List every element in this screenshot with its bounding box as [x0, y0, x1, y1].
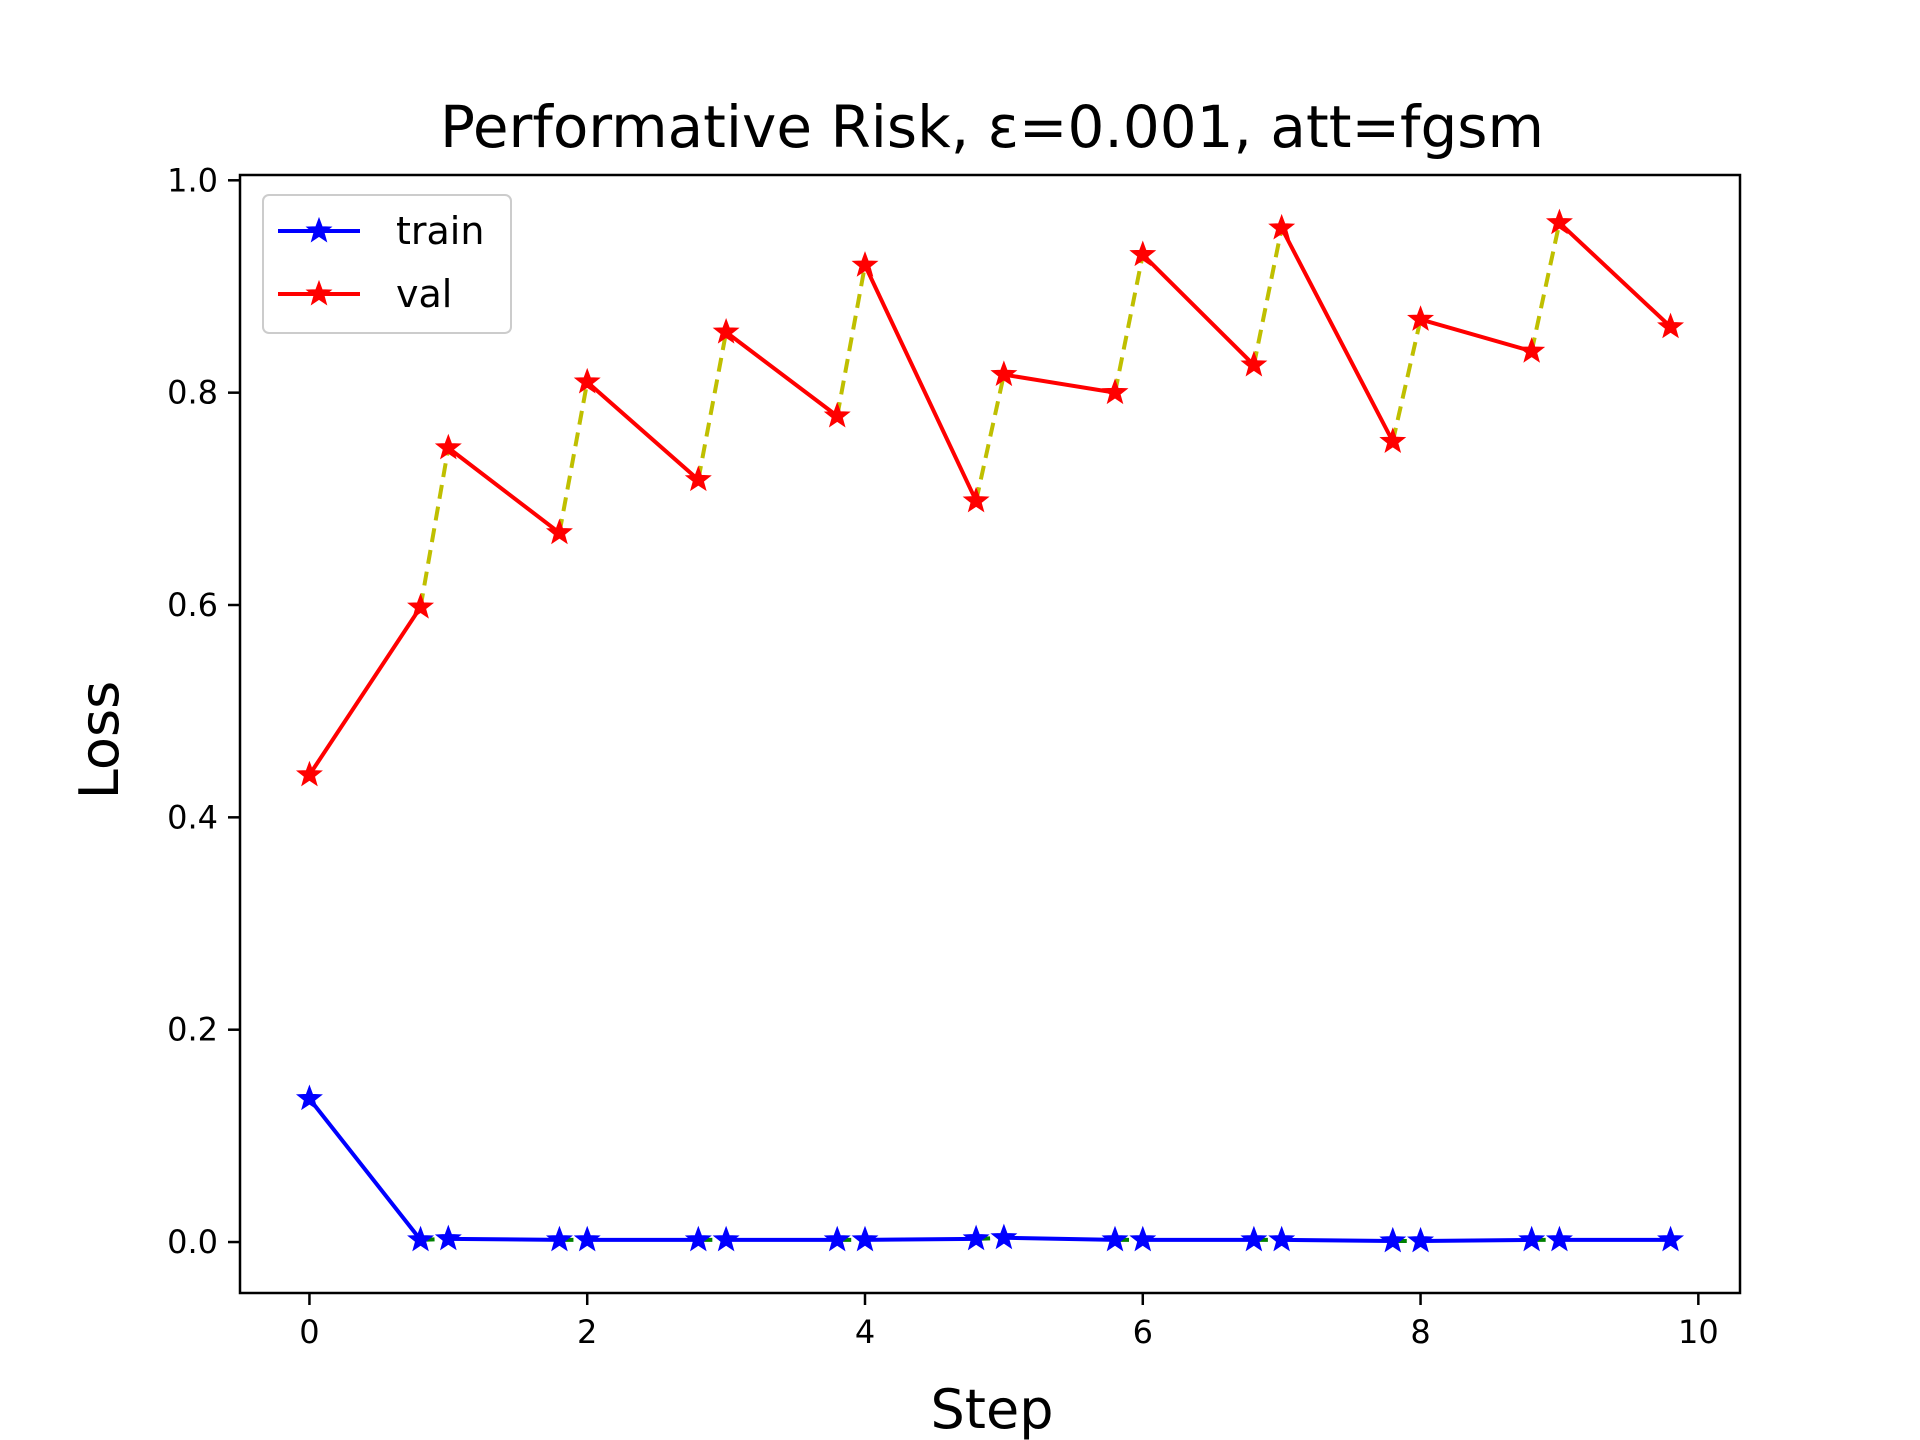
- legend-label-val: val: [396, 272, 452, 316]
- point-val-18: [1545, 208, 1573, 235]
- point-val-12: [1129, 240, 1157, 267]
- point-train-15: [1379, 1226, 1407, 1253]
- point-val-15: [1379, 427, 1407, 453]
- point-train-10: [990, 1223, 1018, 1250]
- legend-label-train: train: [396, 209, 484, 253]
- point-train-19: [1657, 1225, 1685, 1252]
- y-tick-label-2: 0.4: [167, 798, 218, 836]
- x-tick-label-5: 10: [1678, 1313, 1719, 1351]
- point-val-10: [990, 360, 1018, 387]
- point-val-19: [1657, 312, 1685, 339]
- segment-val-12: [1140, 252, 1256, 368]
- point-val-8: [851, 251, 879, 277]
- point-train-3: [545, 1225, 573, 1252]
- y-axis-label: Loss: [68, 681, 131, 799]
- point-train-16: [1407, 1226, 1435, 1253]
- segment-train-2: [446, 1236, 562, 1242]
- plot-marks: [295, 208, 1685, 1253]
- point-val-7: [823, 401, 851, 428]
- y-tick-label-3: 0.6: [167, 586, 218, 624]
- point-train-9: [962, 1224, 990, 1251]
- segment-val-6: [724, 330, 840, 419]
- point-val-2: [434, 433, 462, 460]
- point-train-17: [1518, 1225, 1546, 1252]
- y-axis: 0.0 0.2 0.4 0.6 0.8 1.0: [167, 161, 240, 1261]
- segment-val-0: [307, 605, 423, 777]
- point-val-0: [295, 760, 323, 787]
- segment-train-8: [863, 1236, 979, 1242]
- point-train-7: [823, 1225, 851, 1252]
- point-train-8: [851, 1225, 879, 1252]
- x-tick-label-0: 0: [299, 1313, 319, 1351]
- point-val-9: [962, 486, 990, 513]
- segment-train-14: [1279, 1237, 1395, 1243]
- x-tick-label-3: 6: [1133, 1313, 1153, 1351]
- point-val-13: [1240, 350, 1268, 377]
- point-val-14: [1268, 213, 1296, 240]
- transition-val-1: [418, 447, 451, 608]
- x-tick-label-4: 8: [1410, 1313, 1430, 1351]
- transition-val-11: [1113, 254, 1145, 394]
- legend: train val: [262, 194, 512, 334]
- segment-val-8: [863, 263, 979, 503]
- point-train-0: [295, 1084, 323, 1111]
- segment-train-16: [1418, 1237, 1534, 1243]
- legend-marker-val: [305, 279, 333, 306]
- point-train-13: [1240, 1225, 1268, 1252]
- segment-train-10: [1001, 1235, 1117, 1242]
- y-tick-label-1: 0.2: [167, 1011, 218, 1049]
- point-val-11: [1101, 378, 1129, 405]
- point-val-16: [1407, 305, 1435, 331]
- segment-val-10: [1001, 372, 1117, 395]
- point-val-1: [407, 592, 435, 619]
- chart-title: Performative Risk, ε=0.001, att=fgsm: [440, 93, 1544, 161]
- segment-val-4: [585, 380, 701, 482]
- segment-train-0: [307, 1096, 423, 1242]
- point-val-17: [1518, 337, 1546, 363]
- plot-frame: [238, 173, 1742, 1295]
- point-train-18: [1545, 1225, 1573, 1252]
- point-train-14: [1268, 1225, 1296, 1252]
- segment-val-14: [1279, 226, 1395, 444]
- y-tick-label-4: 0.8: [167, 374, 218, 412]
- point-val-3: [545, 518, 573, 545]
- point-train-5: [684, 1225, 712, 1252]
- segment-val-2: [446, 445, 562, 535]
- point-train-6: [712, 1225, 740, 1252]
- x-axis: 0 2 4 6 8 10: [299, 1293, 1719, 1351]
- point-train-2: [434, 1224, 462, 1251]
- segment-val-18: [1557, 220, 1673, 329]
- point-train-12: [1129, 1225, 1157, 1252]
- transition-val-13: [1251, 227, 1284, 366]
- x-axis-label: Step: [931, 1378, 1054, 1440]
- x-tick-label-2: 4: [855, 1313, 875, 1351]
- point-train-4: [573, 1225, 601, 1252]
- point-train-11: [1101, 1225, 1129, 1252]
- legend-marker-train: [305, 216, 333, 243]
- transition-val-7: [835, 264, 867, 417]
- transition-val-3: [557, 381, 590, 534]
- y-tick-label-0: 0.0: [167, 1223, 218, 1261]
- point-val-5: [684, 465, 712, 492]
- point-val-6: [712, 317, 740, 344]
- point-train-1: [407, 1225, 435, 1252]
- y-tick-label-5: 1.0: [167, 161, 218, 199]
- x-tick-label-1: 2: [577, 1313, 597, 1351]
- segment-val-16: [1418, 317, 1534, 354]
- point-val-4: [573, 367, 601, 394]
- transition-val-5: [696, 331, 729, 481]
